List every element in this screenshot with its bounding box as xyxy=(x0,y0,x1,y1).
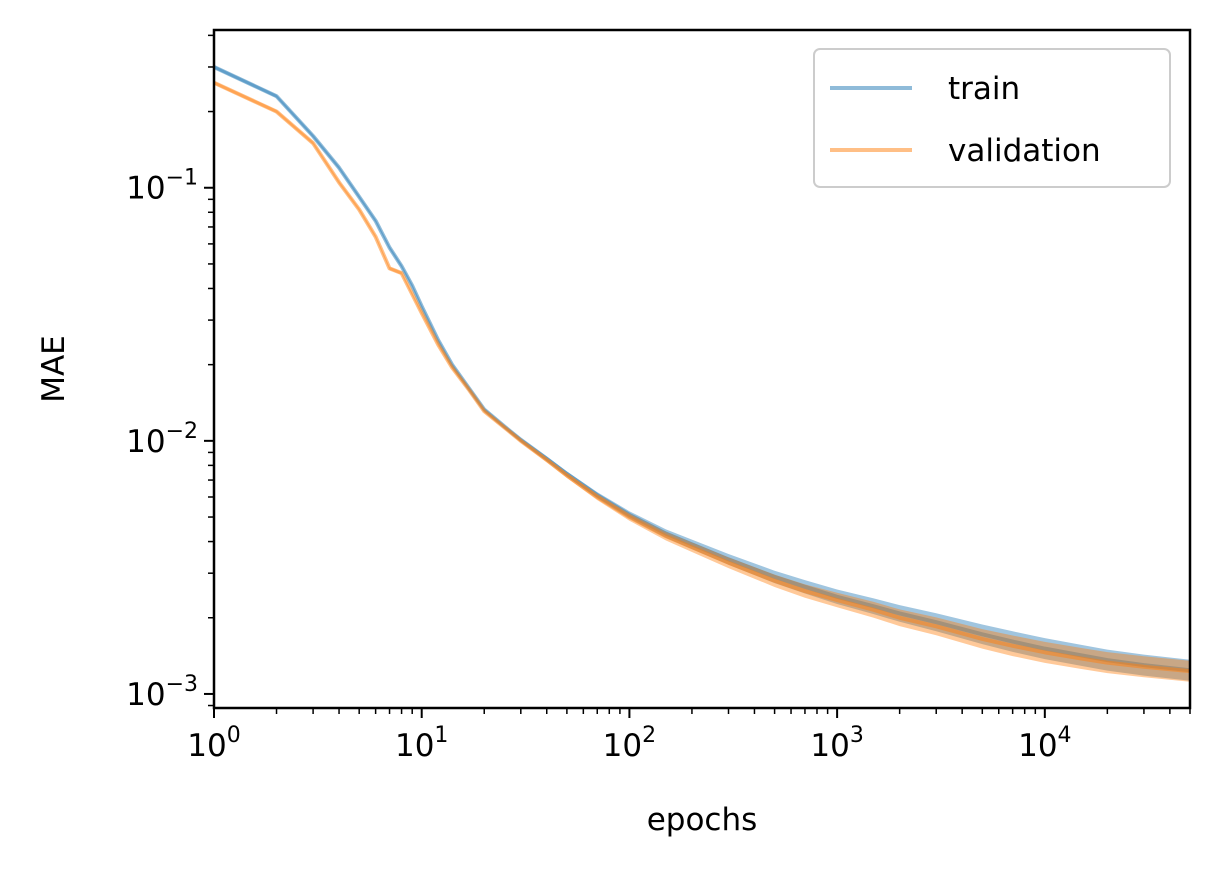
x-tick-label: 101 xyxy=(395,723,448,764)
x-axis: 100 101 102 103 104 xyxy=(187,708,1191,764)
legend: train validation xyxy=(813,48,1171,188)
x-tick-label: 102 xyxy=(603,723,656,764)
y-axis-label: MAE xyxy=(36,335,72,403)
legend-box xyxy=(813,48,1171,188)
y-tick-label: 10−2 xyxy=(126,419,198,460)
x-tick-label: 100 xyxy=(187,723,240,764)
x-axis-label: epochs xyxy=(647,802,758,838)
y-tick-label: 10−1 xyxy=(126,166,198,207)
y-tick-label: 10−3 xyxy=(126,672,198,713)
x-tick-label: 103 xyxy=(810,723,863,764)
plot-frame xyxy=(212,28,1192,710)
y-axis: 10−1 10−2 10−3 xyxy=(126,34,214,713)
legend-label-validation: validation xyxy=(948,133,1101,169)
x-tick-label: 104 xyxy=(1018,723,1071,764)
series-line-validation xyxy=(214,80,1190,674)
legend-label-train: train xyxy=(948,71,1020,107)
series-layer xyxy=(214,65,1190,682)
